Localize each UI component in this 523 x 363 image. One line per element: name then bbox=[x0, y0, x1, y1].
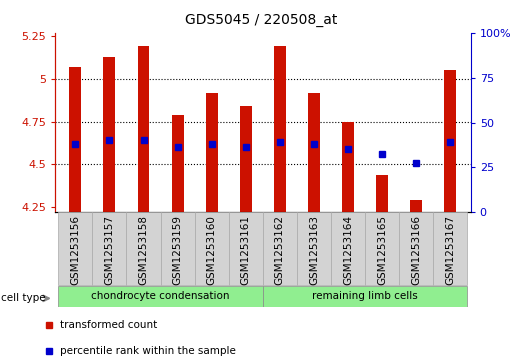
Bar bbox=[308, 93, 320, 212]
Bar bbox=[263, 212, 297, 285]
Bar bbox=[376, 175, 388, 212]
Bar bbox=[59, 286, 263, 307]
Text: GDS5045 / 220508_at: GDS5045 / 220508_at bbox=[185, 13, 338, 27]
Bar bbox=[240, 106, 252, 212]
Text: GSM1253162: GSM1253162 bbox=[275, 215, 285, 285]
Bar bbox=[274, 46, 286, 212]
Bar bbox=[331, 212, 365, 285]
Text: GSM1253157: GSM1253157 bbox=[105, 215, 115, 285]
Bar bbox=[206, 93, 218, 212]
Bar bbox=[263, 286, 467, 307]
Bar bbox=[127, 212, 161, 285]
Text: GSM1253167: GSM1253167 bbox=[445, 215, 455, 285]
Text: GSM1253159: GSM1253159 bbox=[173, 215, 183, 285]
Text: GSM1253161: GSM1253161 bbox=[241, 215, 251, 285]
Bar bbox=[365, 212, 399, 285]
Bar bbox=[342, 122, 354, 212]
Text: GSM1253165: GSM1253165 bbox=[377, 215, 387, 285]
Text: transformed count: transformed count bbox=[60, 320, 157, 330]
Bar bbox=[104, 57, 116, 212]
Text: GSM1253163: GSM1253163 bbox=[309, 215, 319, 285]
Text: GSM1253166: GSM1253166 bbox=[411, 215, 421, 285]
Text: GSM1253164: GSM1253164 bbox=[343, 215, 353, 285]
Bar bbox=[161, 212, 195, 285]
Bar bbox=[399, 212, 433, 285]
Text: percentile rank within the sample: percentile rank within the sample bbox=[60, 346, 235, 356]
Bar bbox=[93, 212, 127, 285]
Bar bbox=[70, 67, 82, 212]
Text: cell type: cell type bbox=[1, 293, 46, 303]
Text: GSM1253160: GSM1253160 bbox=[207, 215, 217, 285]
Bar bbox=[229, 212, 263, 285]
Text: chondrocyte condensation: chondrocyte condensation bbox=[92, 291, 230, 301]
Bar bbox=[410, 200, 422, 212]
Bar bbox=[172, 115, 184, 212]
Text: GSM1253158: GSM1253158 bbox=[139, 215, 149, 285]
Bar bbox=[195, 212, 229, 285]
Text: remaining limb cells: remaining limb cells bbox=[312, 291, 418, 301]
Bar bbox=[297, 212, 331, 285]
Text: GSM1253156: GSM1253156 bbox=[71, 215, 81, 285]
Bar bbox=[444, 70, 456, 212]
Bar bbox=[59, 212, 93, 285]
Bar bbox=[138, 46, 150, 212]
Bar bbox=[433, 212, 467, 285]
